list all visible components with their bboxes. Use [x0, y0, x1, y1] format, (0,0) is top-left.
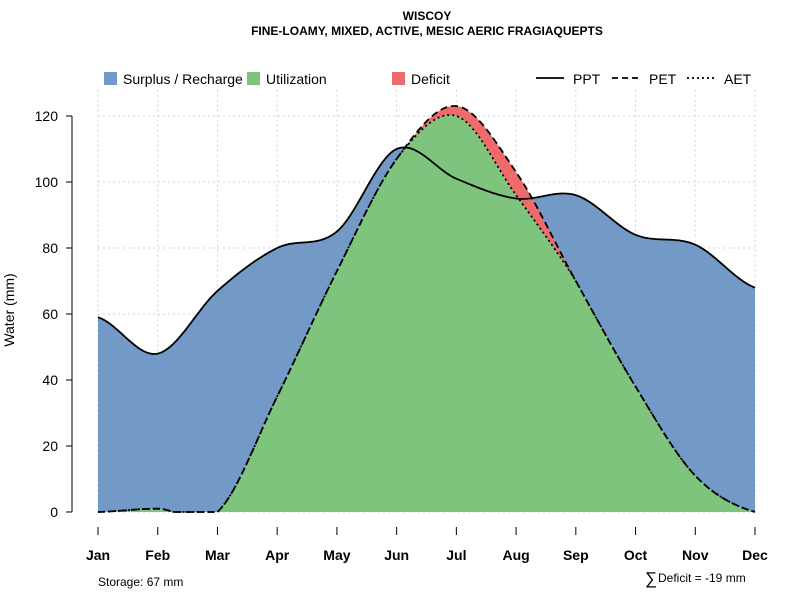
legend-label-deficit: Deficit — [411, 71, 450, 87]
legend-label-surplus: Surplus / Recharge — [123, 71, 243, 87]
legend-swatch-deficit — [392, 72, 405, 85]
legend-label-ppt: PPT — [573, 71, 601, 87]
series-line-aet — [97, 114, 756, 513]
x-tick-label: Feb — [145, 547, 170, 563]
x-tick-label: Mar — [205, 547, 230, 563]
area-fills — [98, 105, 755, 513]
x-tick-label: Jun — [384, 547, 409, 563]
legend-label-utilization: Utilization — [266, 71, 327, 87]
y-tick-label: 100 — [35, 174, 59, 190]
chart-title: WISCOY — [403, 9, 452, 23]
deficit-annotation: Deficit = -19 mm — [658, 571, 746, 585]
y-tick-label: 40 — [42, 372, 58, 388]
y-axis-ticks: 0 20 40 60 80 100 120 — [35, 108, 72, 520]
y-tick-label: 60 — [42, 306, 58, 322]
x-tick-label: Dec — [742, 547, 768, 563]
x-axis-ticks: Jan Feb Mar Apr May Jun Jul Aug Sep Oct Nov Dec — [86, 527, 768, 563]
x-tick-label: Oct — [624, 547, 648, 563]
deficit-symbol: ∑ — [645, 569, 657, 588]
x-tick-label: Sep — [563, 547, 589, 563]
x-tick-label: Apr — [265, 547, 290, 563]
y-tick-label: 120 — [35, 108, 59, 124]
x-tick-label: May — [323, 547, 350, 563]
x-tick-label: Aug — [502, 547, 529, 563]
legend-swatch-surplus — [104, 72, 117, 85]
y-tick-label: 20 — [42, 438, 58, 454]
legend: Surplus / Recharge Utilization Deficit P… — [104, 71, 752, 87]
x-tick-label: Nov — [682, 547, 709, 563]
series-lines — [97, 105, 756, 513]
storage-annotation: Storage: 67 mm — [98, 575, 183, 589]
y-tick-label: 0 — [50, 504, 58, 520]
x-tick-label: Jul — [446, 547, 466, 563]
x-tick-label: Jan — [86, 547, 110, 563]
area-utilization — [98, 115, 755, 512]
y-tick-label: 80 — [42, 240, 58, 256]
legend-label-aet: AET — [724, 71, 752, 87]
series-line-ppt — [97, 146, 756, 355]
y-axis-label: Water (mm) — [1, 273, 17, 346]
legend-swatch-utilization — [247, 72, 260, 85]
chart-subtitle: FINE-LOAMY, MIXED, ACTIVE, MESIC AERIC F… — [251, 24, 603, 38]
legend-label-pet: PET — [649, 71, 677, 87]
